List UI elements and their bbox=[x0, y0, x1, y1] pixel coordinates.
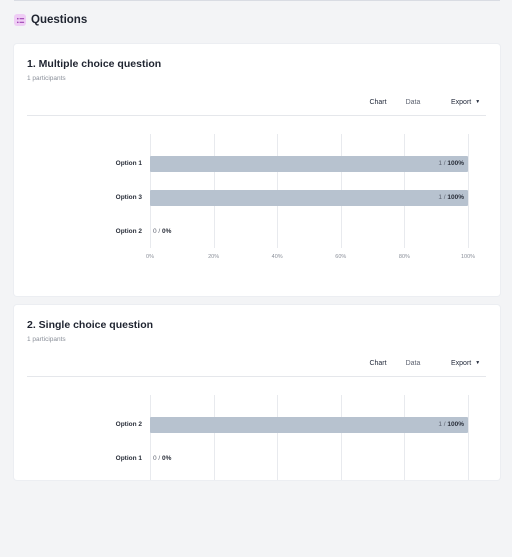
tabs-divider bbox=[27, 115, 486, 116]
chevron-down-icon: ▼ bbox=[475, 360, 481, 366]
option-value-label: 1 / 100% bbox=[438, 421, 464, 428]
question-card: 1. Multiple choice question 1 participan… bbox=[14, 44, 500, 296]
option-value-label: 1 / 100% bbox=[438, 194, 464, 201]
chevron-down-icon: ▼ bbox=[475, 99, 481, 105]
option-label: Option 2 bbox=[115, 421, 142, 428]
question-title: 2. Single choice question bbox=[27, 319, 154, 331]
tab-data[interactable]: Data bbox=[405, 99, 421, 106]
option-bar bbox=[150, 156, 468, 172]
chart-gridline bbox=[213, 395, 215, 480]
option-value-label: 0 / 0% bbox=[153, 228, 172, 235]
question-card: 2. Single choice question 1 participants… bbox=[14, 305, 500, 480]
questions-icon bbox=[14, 14, 26, 26]
export-label: Export bbox=[451, 99, 472, 106]
option-label: Option 2 bbox=[115, 228, 142, 235]
results-chart: Option 2 1 / 100% Option 1 0 / 0% bbox=[14, 305, 500, 557]
chart-gridline bbox=[277, 395, 279, 480]
top-divider bbox=[14, 0, 500, 1]
export-label: Export bbox=[451, 360, 472, 367]
x-axis-tick: 0% bbox=[146, 254, 154, 260]
chart-gridline bbox=[468, 134, 469, 248]
tab-data[interactable]: Data bbox=[405, 360, 421, 367]
chart-gridline bbox=[404, 395, 406, 480]
section-title: Questions bbox=[31, 14, 88, 26]
option-bar bbox=[150, 417, 468, 433]
option-value-label: 1 / 100% bbox=[438, 160, 464, 167]
option-label: Option 3 bbox=[115, 194, 142, 201]
export-dropdown[interactable]: Export ▼ bbox=[451, 360, 480, 367]
participants-count: 1 participants bbox=[27, 75, 66, 82]
option-bar bbox=[150, 190, 468, 206]
chart-gridline bbox=[340, 395, 342, 480]
x-axis-tick: 20% bbox=[208, 254, 220, 260]
x-axis-tick: 40% bbox=[271, 254, 283, 260]
participants-count: 1 participants bbox=[27, 336, 66, 343]
export-dropdown[interactable]: Export ▼ bbox=[451, 99, 480, 106]
option-label: Option 1 bbox=[115, 160, 142, 167]
x-axis-tick: 60% bbox=[335, 254, 347, 260]
chart-gridline bbox=[468, 395, 469, 480]
question-title: 1. Multiple choice question bbox=[27, 58, 162, 70]
option-label: Option 1 bbox=[115, 455, 142, 462]
section-header: Questions bbox=[14, 12, 87, 28]
tabs-divider bbox=[27, 376, 486, 377]
x-axis-tick: 80% bbox=[398, 254, 410, 260]
x-axis-tick: 100% bbox=[460, 254, 476, 260]
chart-gridline bbox=[150, 395, 151, 480]
results-chart: Option 1 1 / 100% Option 3 1 / 100% Option 2… bbox=[14, 44, 500, 296]
option-value-label: 0 / 0% bbox=[153, 455, 172, 462]
